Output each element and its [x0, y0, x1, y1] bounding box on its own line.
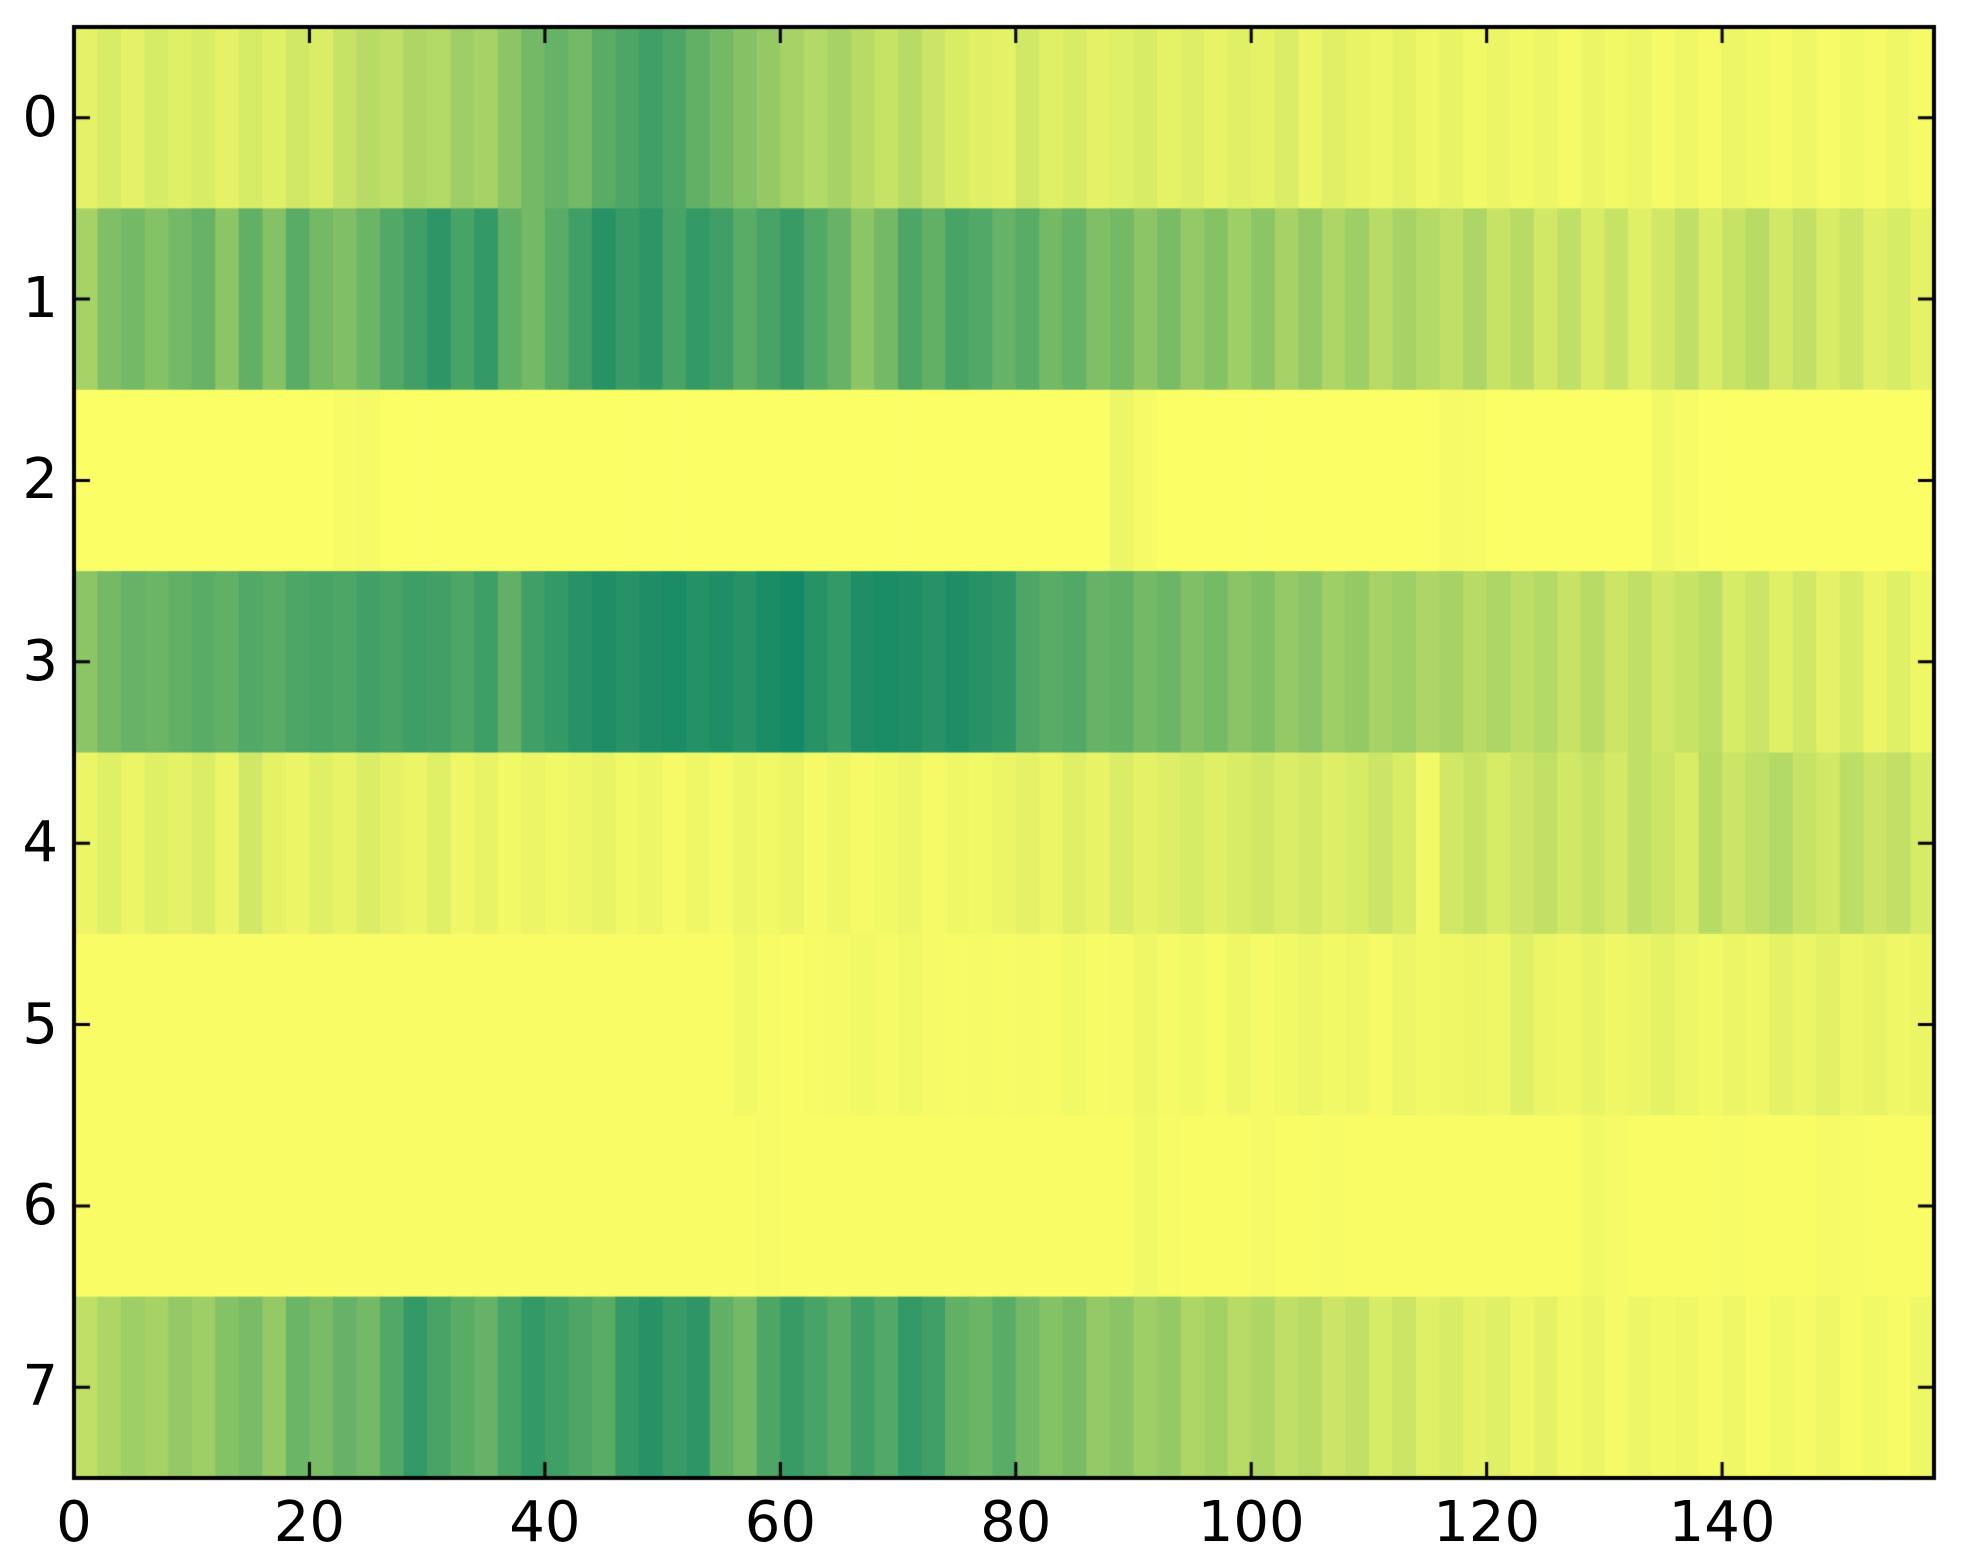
x-tick-label: 120: [1433, 1490, 1541, 1555]
x-tick-label: 80: [980, 1490, 1052, 1555]
y-tick-label: 4: [22, 810, 58, 876]
x-tick-label: 100: [1197, 1490, 1305, 1555]
y-tick-label: 6: [22, 1172, 58, 1238]
y-tick-label: 0: [22, 84, 58, 150]
y-tick-label: 5: [22, 991, 58, 1057]
y-tick-label: 7: [22, 1354, 58, 1420]
x-tick-label: 60: [744, 1490, 816, 1555]
x-tick-label: 20: [273, 1490, 346, 1555]
x-tick-label: 40: [509, 1490, 581, 1555]
y-tick-label: 2: [22, 447, 58, 513]
x-tick-label: 140: [1668, 1490, 1776, 1555]
y-tick-label: 3: [22, 628, 58, 694]
x-tick-label: 0: [56, 1490, 92, 1555]
y-tick-label: 1: [22, 266, 58, 332]
